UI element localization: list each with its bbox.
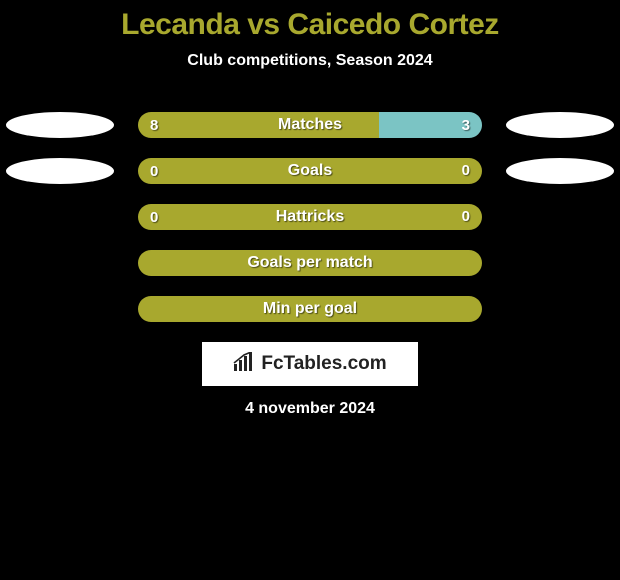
stat-bar: 00Goals	[138, 158, 482, 184]
stat-right-value: 0	[462, 158, 470, 184]
stat-left-value: 8	[138, 112, 379, 138]
page-title: Lecanda vs Caicedo Cortez	[0, 8, 620, 42]
stat-row: 00Goals	[0, 158, 620, 184]
logo-text: FcTables.com	[261, 353, 386, 375]
stat-left-value: 0	[138, 158, 482, 184]
stat-left-value	[138, 296, 482, 322]
stat-right-value: 0	[462, 204, 470, 230]
stat-bar: 00Hattricks	[138, 204, 482, 230]
logo-box: FcTables.com	[202, 342, 418, 386]
comparison-infographic: Lecanda vs Caicedo Cortez Club competiti…	[0, 0, 620, 580]
player-left-ellipse	[6, 158, 114, 184]
stat-left-value: 0	[138, 204, 482, 230]
stat-row: Goals per match	[0, 250, 620, 276]
stat-right-value: 3	[379, 112, 482, 138]
bar-chart-icon	[233, 352, 257, 377]
stat-bar: Min per goal	[138, 296, 482, 322]
stat-row: 00Hattricks	[0, 204, 620, 230]
player-left-ellipse	[6, 112, 114, 138]
stat-row: 83Matches	[0, 112, 620, 138]
player-right-ellipse	[506, 158, 614, 184]
logo: FcTables.com	[233, 352, 386, 377]
date-label: 4 november 2024	[0, 400, 620, 418]
player-right-ellipse	[506, 112, 614, 138]
stat-bar: Goals per match	[138, 250, 482, 276]
stat-row: Min per goal	[0, 296, 620, 322]
stat-left-value	[138, 250, 482, 276]
subtitle: Club competitions, Season 2024	[0, 52, 620, 70]
stat-bar: 83Matches	[138, 112, 482, 138]
stat-rows: 83Matches 00Goals 00Hattricks Goals per mat…	[0, 112, 620, 322]
